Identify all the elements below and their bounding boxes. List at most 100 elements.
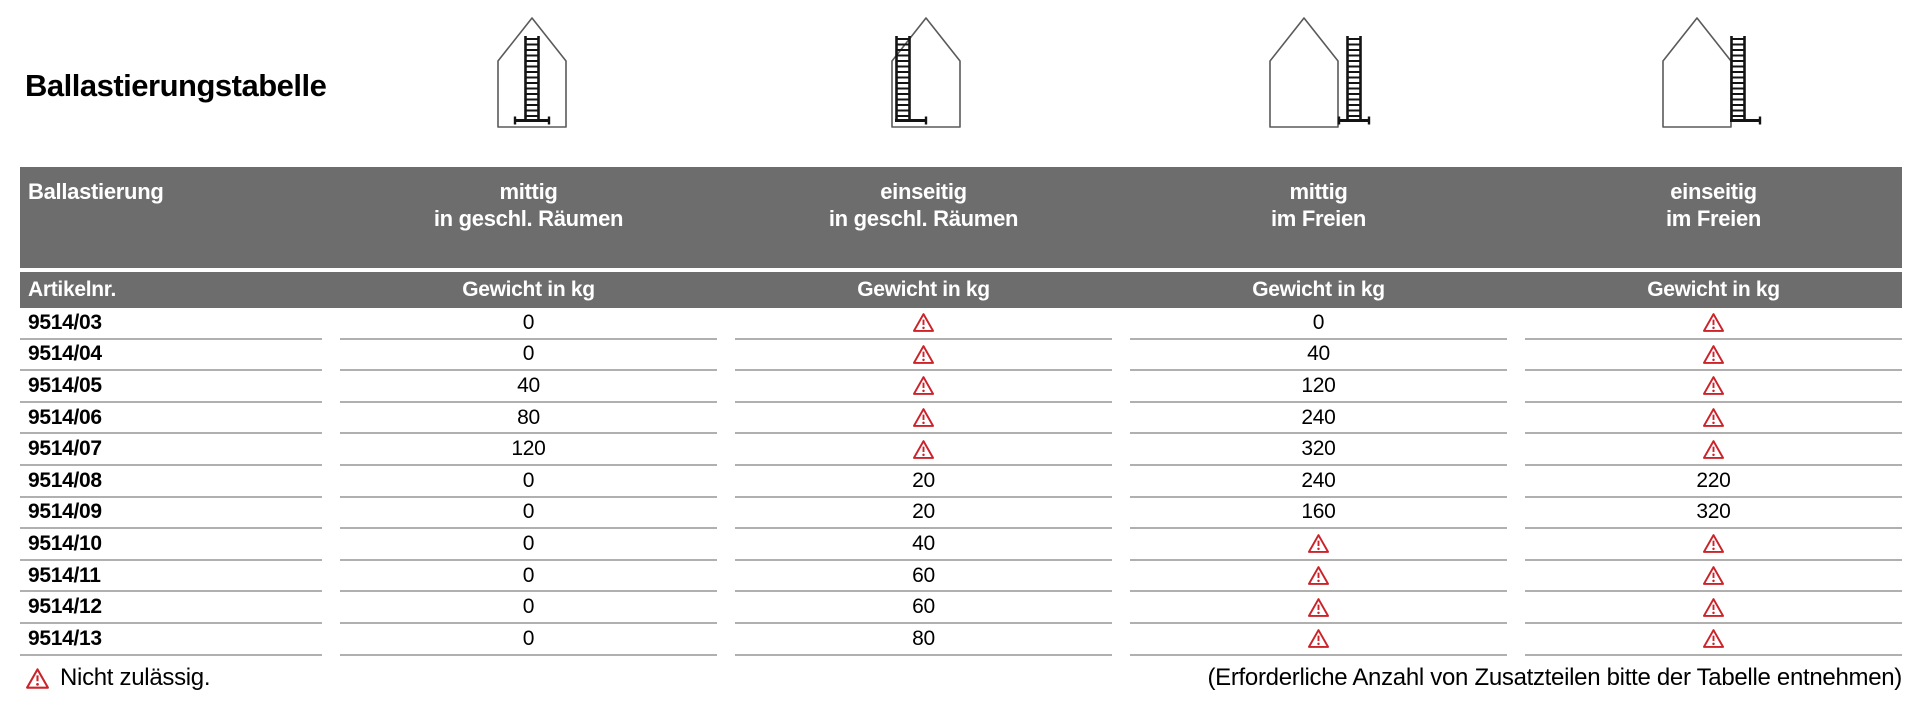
column-header-artikelnr: Artikelnr. — [28, 278, 117, 301]
group-header-line1: mittig — [1289, 179, 1348, 204]
warning-icon — [1703, 534, 1724, 554]
weight-value-cell: 0 — [340, 466, 717, 498]
article-number: 9514/10 — [20, 529, 322, 561]
column-header-weight-3: Gewicht in kg — [1252, 278, 1385, 301]
column-header-weight-1: Gewicht in kg — [462, 278, 595, 301]
weight-value-cell: 20 — [735, 498, 1112, 530]
warning-icon — [912, 313, 934, 333]
not-permitted-cell — [1525, 592, 1902, 624]
table-row: 9514/13 0 80 — [20, 624, 1902, 656]
warning-icon — [26, 667, 49, 689]
page-title: Ballastierungstabelle — [25, 68, 327, 103]
not-permitted-cell — [1525, 434, 1902, 466]
weight-value-cell: 40 — [340, 371, 717, 403]
warning-icon — [1308, 534, 1329, 554]
not-permitted-cell — [1525, 403, 1902, 435]
article-number: 9514/04 — [20, 340, 322, 372]
article-number: 9514/05 — [20, 371, 322, 403]
not-permitted-cell — [1130, 592, 1507, 624]
warning-icon — [1703, 313, 1724, 333]
warning-icon — [1703, 597, 1724, 617]
weight-value-cell: 60 — [735, 561, 1112, 593]
house-ladder-centered-outdoor-icon — [1269, 17, 1371, 128]
warning-icon — [1308, 597, 1329, 617]
table-row: 9514/11 0 60 — [20, 561, 1902, 593]
warning-icon — [1703, 376, 1724, 396]
not-permitted-cell — [1525, 529, 1902, 561]
weight-value-cell: 40 — [735, 529, 1112, 561]
not-permitted-cell — [1130, 561, 1507, 593]
warning-icon — [1703, 439, 1724, 459]
not-permitted-cell — [1525, 624, 1902, 656]
not-permitted-cell — [1525, 308, 1902, 340]
not-permitted-cell — [1525, 561, 1902, 593]
header-divider — [20, 268, 1902, 272]
article-number: 9514/06 — [20, 403, 322, 435]
not-permitted-cell — [735, 371, 1112, 403]
article-number: 9514/11 — [20, 561, 322, 593]
warning-icon — [912, 345, 934, 364]
group-header-line2: in geschl. Räumen — [828, 206, 1019, 231]
table-row: 9514/12 0 60 — [20, 592, 1902, 624]
warning-icon — [1703, 566, 1724, 585]
not-permitted-cell — [735, 403, 1112, 435]
weight-value-cell: 220 — [1525, 466, 1902, 498]
table-row: 9514/05 40 120 — [20, 371, 1902, 403]
table-row: 9514/07 120 320 — [20, 434, 1902, 466]
article-number: 9514/07 — [20, 434, 322, 466]
table-row: 9514/09 0 20 160 320 — [20, 498, 1902, 530]
weight-value-cell: 20 — [735, 466, 1112, 498]
weight-value-cell: 0 — [340, 308, 717, 340]
article-number: 9514/12 — [20, 592, 322, 624]
footer-note: (Erforderliche Anzahl von Zusatzteilen b… — [1207, 664, 1902, 691]
table-row: 9514/04 0 40 — [20, 340, 1902, 372]
table-row: 9514/10 0 40 — [20, 529, 1902, 561]
weight-value-cell: 120 — [340, 434, 717, 466]
table-row: 9514/06 80 240 — [20, 403, 1902, 435]
not-permitted-cell — [735, 340, 1112, 372]
weight-value-cell: 0 — [340, 498, 717, 530]
house-ladder-one-side-outdoor-icon — [1662, 17, 1762, 128]
weight-value-cell: 0 — [340, 340, 717, 372]
ballast-table: Ballastierung mittig in geschl. Räumen e… — [20, 167, 1902, 656]
table-footer: Nicht zulässig. (Erforderliche Anzahl vo… — [25, 664, 1902, 692]
group-header-line1: einseitig — [1670, 179, 1757, 204]
article-number: 9514/13 — [20, 624, 322, 656]
warning-icon — [1308, 629, 1329, 649]
group-header-mittig-indoor: mittig in geschl. Räumen — [340, 178, 717, 268]
warning-icon — [1308, 566, 1329, 585]
legend-text: Nicht zulässig. — [60, 664, 211, 691]
column-header-weight-4: Gewicht in kg — [1647, 278, 1780, 301]
group-header-line2: in geschl. Räumen — [433, 206, 624, 231]
not-permitted-cell — [1130, 529, 1507, 561]
weight-value-cell: 80 — [735, 624, 1112, 656]
table-group-header: Ballastierung mittig in geschl. Räumen e… — [20, 167, 1902, 268]
weight-value-cell: 0 — [340, 561, 717, 593]
weight-value-cell: 0 — [340, 592, 717, 624]
warning-icon — [912, 408, 934, 427]
table-row: 9514/03 0 0 — [20, 308, 1902, 340]
warning-icon — [912, 439, 934, 459]
column-header-weight-2: Gewicht in kg — [857, 278, 990, 301]
weight-value-cell: 40 — [1130, 340, 1507, 372]
warning-icon — [1703, 345, 1724, 364]
weight-value-cell: 80 — [340, 403, 717, 435]
not-permitted-cell — [1525, 371, 1902, 403]
weight-value-cell: 320 — [1130, 434, 1507, 466]
weight-value-cell: 240 — [1130, 403, 1507, 435]
weight-value-cell: 160 — [1130, 498, 1507, 530]
article-number: 9514/09 — [20, 498, 322, 530]
weight-value-cell: 120 — [1130, 371, 1507, 403]
group-header-mittig-outdoor: mittig im Freien — [1130, 178, 1507, 268]
legend: Nicht zulässig. — [25, 664, 211, 692]
not-permitted-cell — [735, 434, 1112, 466]
not-permitted-cell — [1525, 340, 1902, 372]
group-header-line2: im Freien — [1270, 206, 1367, 231]
house-ladder-centered-indoor-icon — [497, 17, 567, 128]
article-number: 9514/03 — [20, 308, 322, 340]
weight-value-cell: 60 — [735, 592, 1112, 624]
weight-value-cell: 0 — [340, 529, 717, 561]
group-header-einseitig-indoor: einseitig in geschl. Räumen — [735, 178, 1112, 268]
group-header-line1: mittig — [499, 179, 558, 204]
group-header-einseitig-outdoor: einseitig im Freien — [1525, 178, 1902, 268]
